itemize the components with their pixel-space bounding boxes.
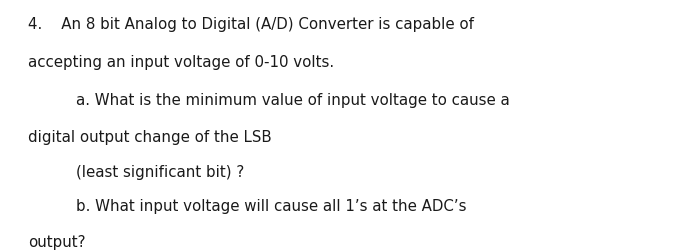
Text: digital output change of the LSB: digital output change of the LSB [28,130,271,145]
Text: accepting an input voltage of 0-10 volts.: accepting an input voltage of 0-10 volts… [28,55,334,70]
Text: (least significant bit) ?: (least significant bit) ? [76,165,244,180]
Text: 4.    An 8 bit Analog to Digital (A/D) Converter is capable of: 4. An 8 bit Analog to Digital (A/D) Conv… [28,18,474,32]
Text: b. What input voltage will cause all 1’s at the ADC’s: b. What input voltage will cause all 1’s… [76,199,467,214]
Text: a. What is the minimum value of input voltage to cause a: a. What is the minimum value of input vo… [76,92,510,108]
Text: output?: output? [28,235,85,250]
